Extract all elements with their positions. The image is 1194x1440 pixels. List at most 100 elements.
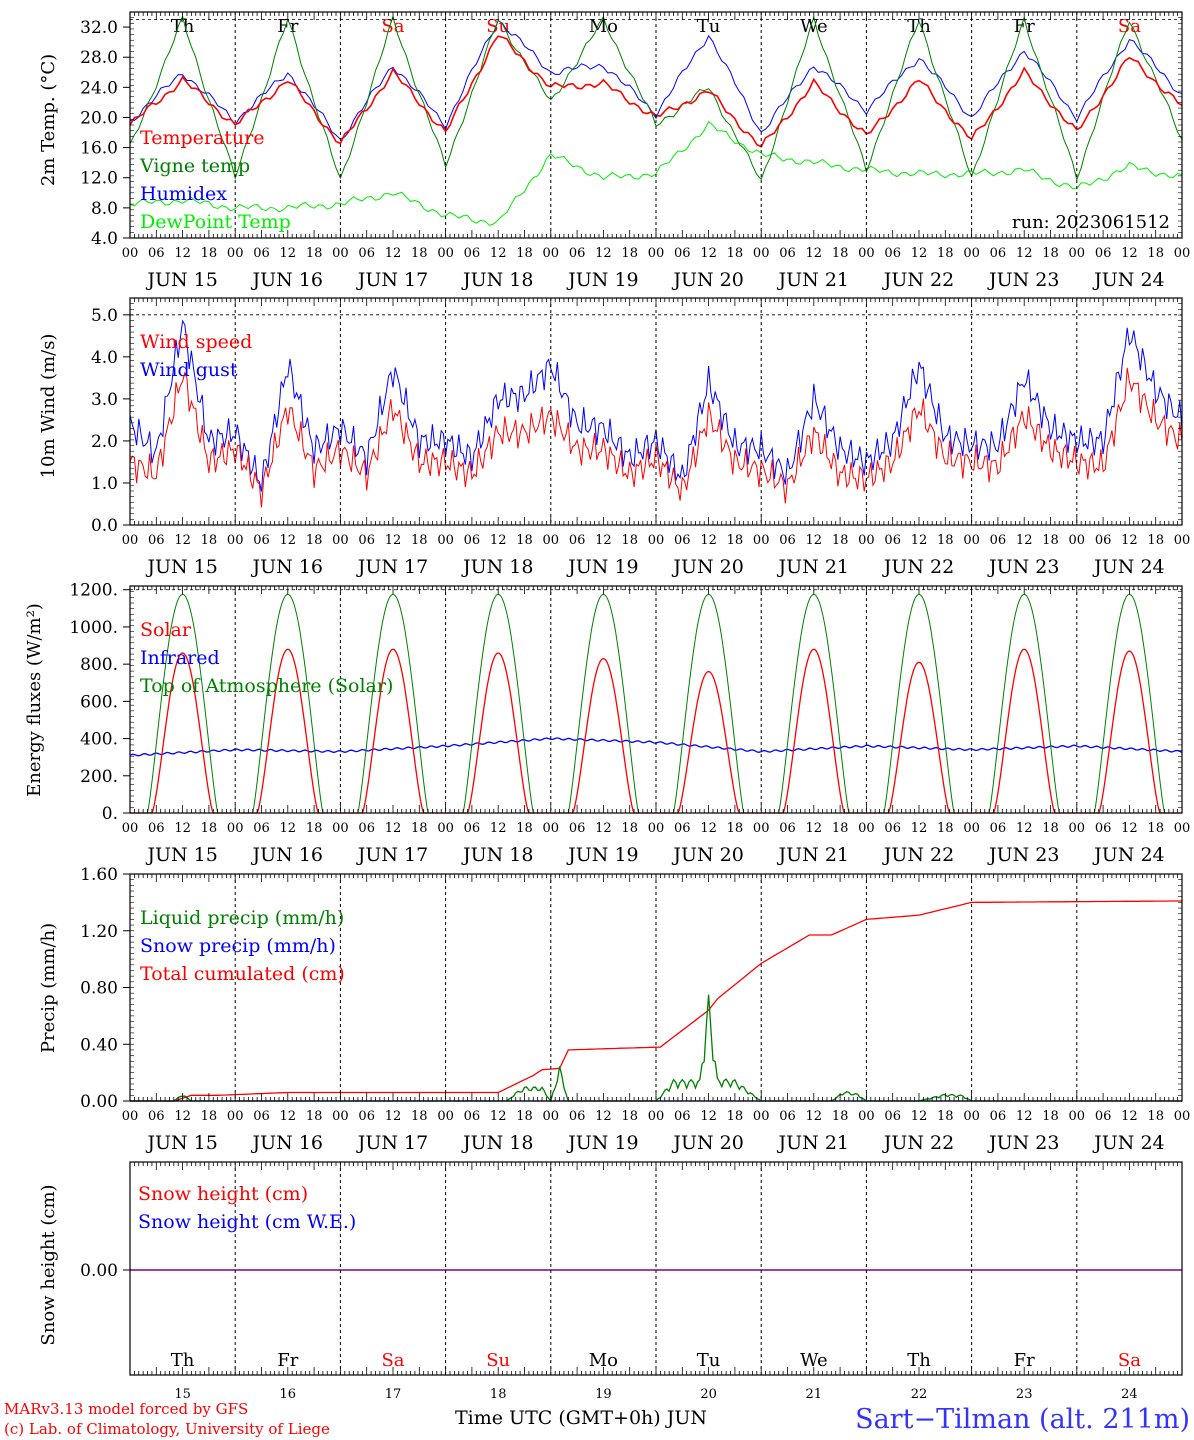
- y-tick-label: 0.: [102, 804, 118, 824]
- hour-tick-label: 00: [858, 821, 875, 836]
- y-tick-label: 4.0: [91, 229, 118, 249]
- date-label: JUN 15: [145, 844, 217, 866]
- hour-tick-label: 00: [1174, 821, 1191, 836]
- hour-tick-label: 00: [1069, 533, 1086, 548]
- date-label: JUN 17: [356, 556, 428, 578]
- hour-tick-label: 06: [253, 1109, 270, 1124]
- weekday-label: Th: [907, 1350, 931, 1371]
- hour-tick-label: 18: [1147, 533, 1164, 548]
- hour-tick-label: 06: [464, 1109, 481, 1124]
- hour-tick-label: 00: [858, 246, 875, 261]
- legend-temperature-label: Temperature: [140, 127, 264, 149]
- hour-tick-label: 12: [1016, 821, 1033, 836]
- legend-solar-label: Solar: [140, 619, 192, 641]
- hour-tick-label: 12: [700, 246, 717, 261]
- y-tick-label: 0.00: [80, 1092, 118, 1112]
- series-line-wind-gust: [129, 319, 1183, 492]
- hour-tick-label: 12: [911, 821, 928, 836]
- day-number-label: 24: [1121, 1387, 1138, 1402]
- hour-tick-label: 00: [1069, 821, 1086, 836]
- snow-axis-title: Snow height (cm): [38, 1184, 59, 1345]
- date-label: JUN 24: [1092, 269, 1164, 291]
- toa-solar-curve: [445, 593, 551, 814]
- hour-tick-label: 18: [1042, 1109, 1059, 1124]
- legend-humidex-label: Humidex: [140, 183, 227, 205]
- y-tick-label: 28.0: [80, 48, 118, 68]
- hour-tick-label: 18: [306, 1109, 323, 1124]
- y-tick-label: 400.: [80, 730, 118, 750]
- hour-tick-label: 00: [858, 533, 875, 548]
- day-number-label: 22: [911, 1387, 928, 1402]
- hour-tick-label: 00: [963, 246, 980, 261]
- legend-infrared-label: Infrared: [140, 647, 220, 669]
- day-number-label: 23: [1016, 1387, 1033, 1402]
- hour-tick-label: 06: [569, 1109, 586, 1124]
- legend-vigne-label: Vigne temp: [139, 155, 250, 177]
- y-tick-label: 16.0: [80, 139, 118, 159]
- date-label: JUN 21: [777, 844, 849, 866]
- date-label: JUN 15: [145, 1132, 217, 1154]
- hour-tick-label: 18: [832, 246, 849, 261]
- hour-tick-label: 00: [332, 821, 349, 836]
- hour-tick-label: 00: [753, 533, 770, 548]
- hour-tick-label: 12: [595, 246, 612, 261]
- hour-tick-label: 12: [490, 821, 507, 836]
- hour-tick-label: 06: [253, 533, 270, 548]
- hour-tick-label: 06: [779, 533, 796, 548]
- date-label: JUN 23: [987, 269, 1059, 291]
- y-tick-label: 0.40: [80, 1035, 118, 1055]
- temp-axis-title: 2m Temp. (°C): [38, 54, 59, 186]
- y-tick-label: 200.: [80, 767, 118, 787]
- series-line-dewpoint-temp: [129, 120, 1183, 226]
- hour-tick-label: 12: [174, 1109, 191, 1124]
- hour-tick-label: 06: [674, 246, 691, 261]
- date-label: JUN 16: [251, 1132, 323, 1154]
- hour-tick-label: 18: [727, 821, 744, 836]
- weekday-label: Fr: [277, 16, 298, 37]
- hour-tick-label: 06: [779, 821, 796, 836]
- date-label: JUN 22: [882, 556, 954, 578]
- hour-tick-label: 12: [595, 533, 612, 548]
- hour-tick-label: 18: [1042, 246, 1059, 261]
- hour-tick-label: 00: [753, 821, 770, 836]
- hour-tick-label: 12: [806, 1109, 823, 1124]
- hour-tick-label: 00: [227, 246, 244, 261]
- hour-tick-label: 06: [990, 246, 1007, 261]
- hour-tick-label: 18: [937, 1109, 954, 1124]
- hour-tick-label: 18: [727, 246, 744, 261]
- energy-axis-title: Energy fluxes (W/m²): [24, 603, 45, 797]
- date-label: JUN 19: [566, 269, 638, 291]
- hour-tick-label: 00: [963, 1109, 980, 1124]
- hour-tick-label: 18: [306, 533, 323, 548]
- hour-tick-label: 06: [990, 821, 1007, 836]
- hour-tick-label: 06: [1095, 246, 1112, 261]
- y-tick-label: 800.: [80, 655, 118, 675]
- model-credit: MARv3.13 model forced by GFS: [4, 1400, 248, 1418]
- weekday-label: Sa: [381, 1350, 404, 1371]
- hour-tick-label: 18: [1147, 246, 1164, 261]
- hour-tick-label: 18: [516, 533, 533, 548]
- y-tick-label: 2.0: [91, 432, 118, 452]
- day-number-label: 18: [490, 1387, 507, 1402]
- date-label: JUN 22: [882, 844, 954, 866]
- date-label: JUN 20: [671, 1132, 743, 1154]
- hour-tick-label: 18: [1042, 533, 1059, 548]
- wind-axis-title: 10m Wind (m/s): [38, 334, 59, 479]
- hour-tick-label: 00: [648, 533, 665, 548]
- hour-tick-label: 06: [253, 246, 270, 261]
- weekday-label: Su: [486, 16, 510, 37]
- y-tick-label: 4.0: [91, 348, 118, 368]
- date-label: JUN 17: [356, 844, 428, 866]
- hour-tick-label: 06: [464, 821, 481, 836]
- hour-tick-label: 18: [1042, 821, 1059, 836]
- y-tick-label: 1.20: [80, 922, 118, 942]
- hour-tick-label: 18: [727, 533, 744, 548]
- hour-tick-label: 18: [1147, 1109, 1164, 1124]
- solar-curve: [340, 648, 446, 814]
- date-label: JUN 22: [882, 269, 954, 291]
- legend-toa-label: Top of Atmosphere (Solar): [140, 675, 393, 697]
- date-label: JUN 20: [671, 844, 743, 866]
- toa-solar-curve: [340, 593, 446, 814]
- date-label: JUN 23: [987, 556, 1059, 578]
